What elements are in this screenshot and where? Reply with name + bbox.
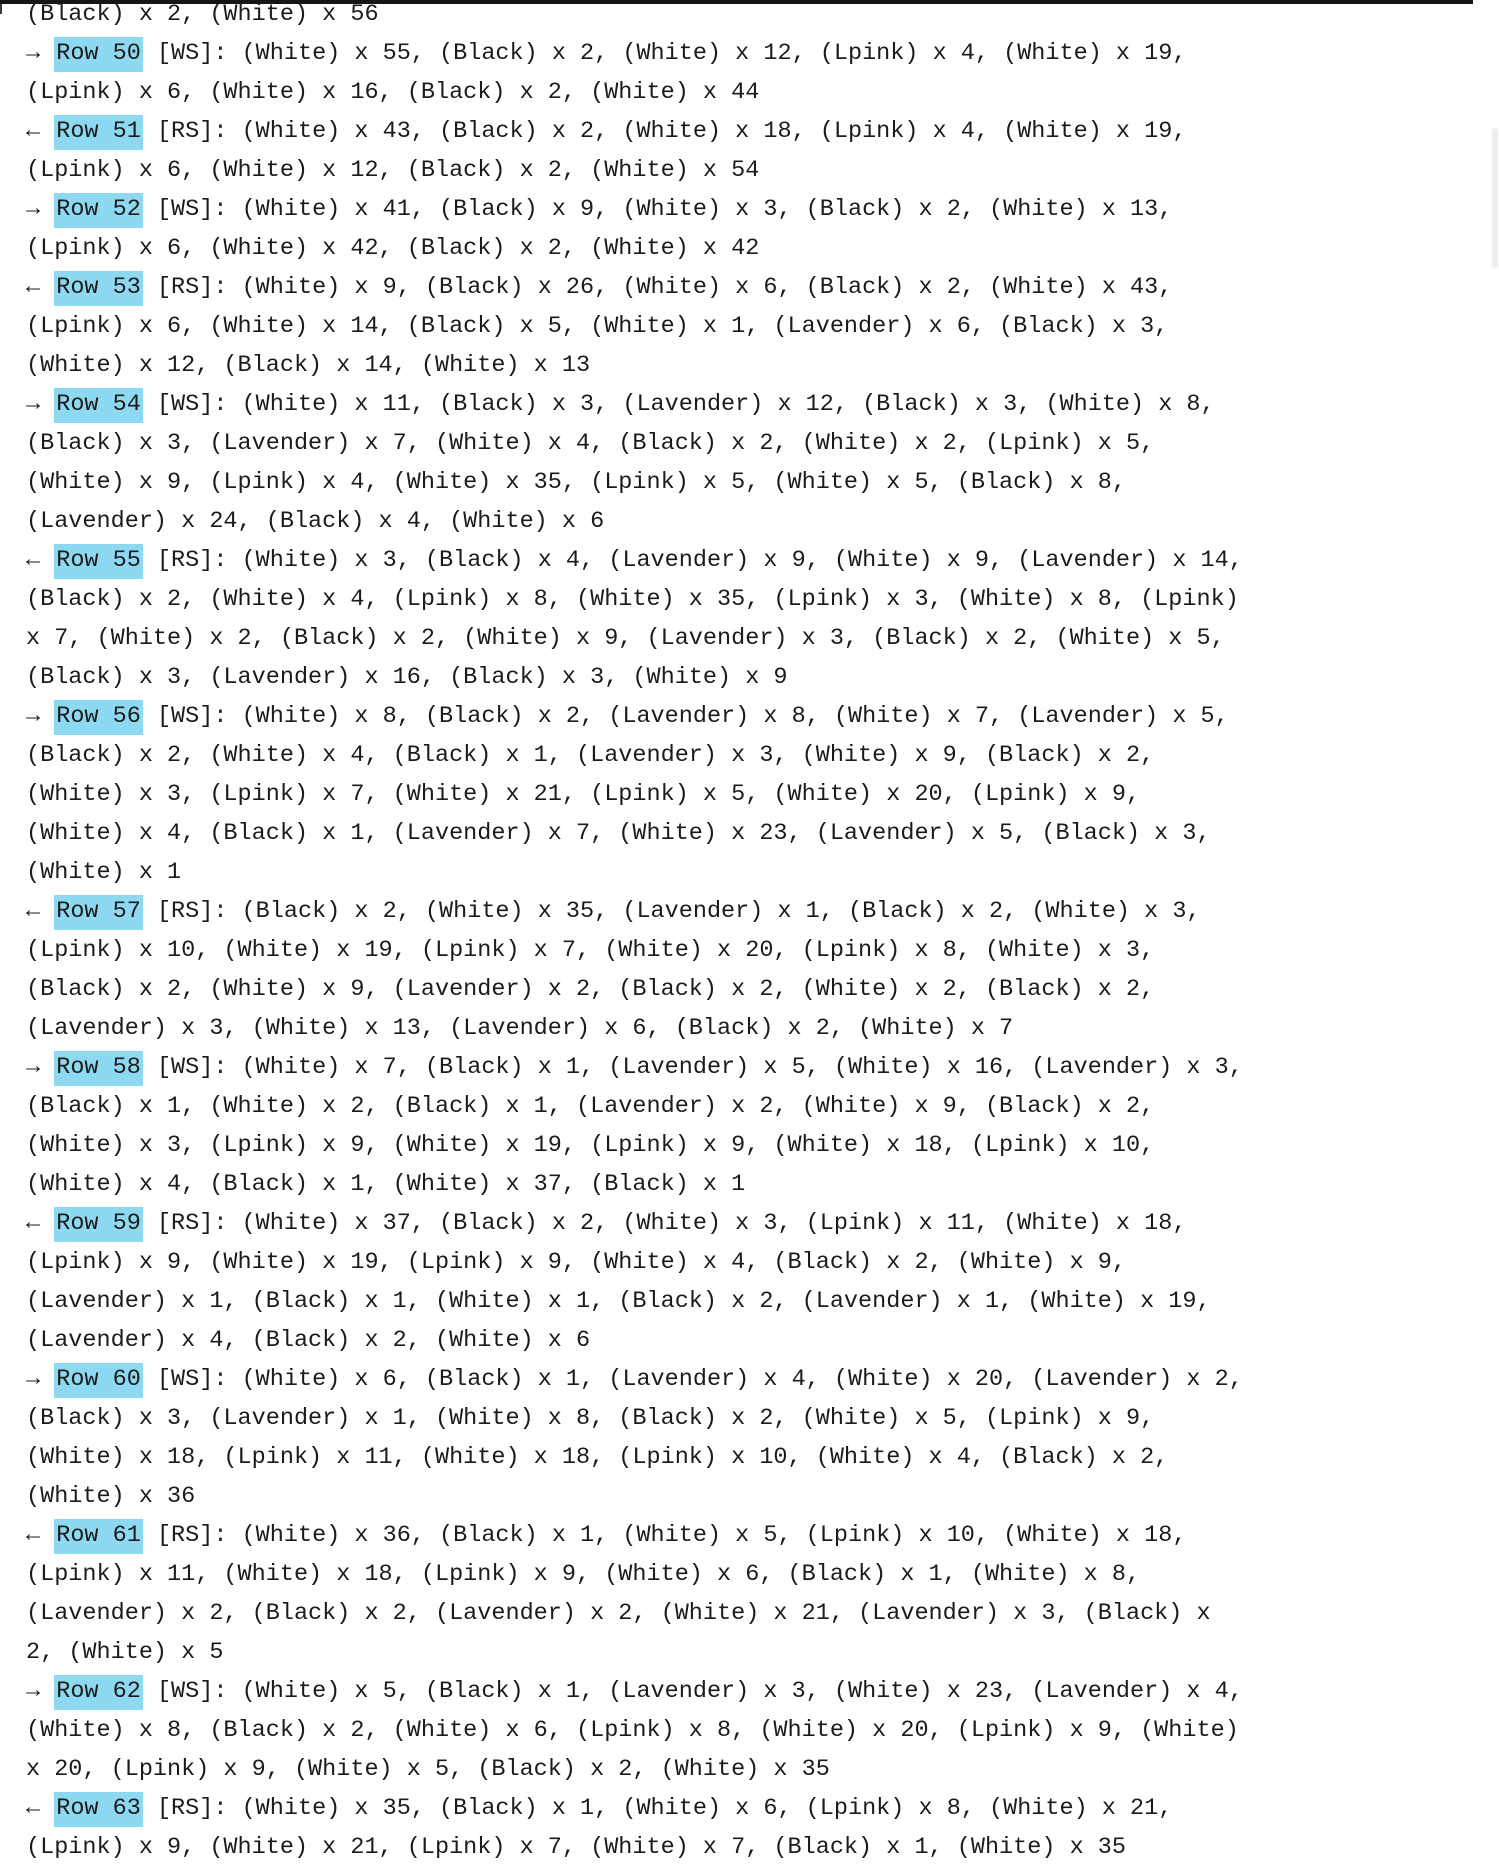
pattern-row-list: (Black) x 2, (White) x 56 → Row 50 [WS]:… [26, 1, 1248, 1867]
row-number-highlight: Row 53 [54, 271, 143, 306]
pattern-row: ← Row 57 [RS]: (Black) x 2, (White) x 35… [26, 892, 1248, 1048]
left-edge-tick [0, 4, 2, 14]
row-direction-arrow: → [26, 196, 41, 223]
row-side-tag: [RS]: [156, 547, 228, 574]
pattern-row: → Row 62 [WS]: (White) x 5, (Black) x 1,… [26, 1672, 1248, 1789]
row-number-highlight: Row 57 [54, 895, 143, 930]
row-side-tag: [WS]: [156, 1678, 228, 1705]
row-number-highlight: Row 50 [54, 37, 143, 72]
row-continuation-text: (Black) x 2, (White) x 56 [26, 1, 379, 28]
pattern-row: ← Row 53 [RS]: (White) x 9, (Black) x 26… [26, 268, 1248, 385]
row-color-runs: (White) x 9, (Black) x 26, (White) x 6, … [26, 274, 1173, 379]
row-direction-arrow: ← [26, 274, 41, 301]
row-side-tag: [WS]: [156, 196, 228, 223]
row-direction-arrow: → [26, 40, 41, 67]
row-color-runs: (White) x 5, (Black) x 1, (Lavender) x 3… [26, 1678, 1243, 1783]
row-direction-arrow: ← [26, 1210, 41, 1237]
row-direction-arrow: ← [26, 1795, 41, 1822]
row-number-highlight: Row 54 [54, 388, 143, 423]
row-number-highlight: Row 52 [54, 193, 143, 228]
row-side-tag: [WS]: [156, 1366, 228, 1393]
row-direction-arrow: → [26, 391, 41, 418]
row-color-runs: (White) x 37, (Black) x 2, (White) x 3, … [26, 1210, 1211, 1354]
row-number-highlight: Row 55 [54, 544, 143, 579]
row-direction-arrow: → [26, 703, 41, 730]
row-side-tag: [RS]: [156, 118, 228, 145]
row-number-highlight: Row 62 [54, 1675, 143, 1710]
pattern-row: ← Row 63 [RS]: (White) x 35, (Black) x 1… [26, 1789, 1248, 1867]
row-side-tag: [RS]: [156, 898, 228, 925]
row-color-runs: (White) x 36, (Black) x 1, (White) x 5, … [26, 1522, 1211, 1666]
pattern-row: → Row 60 [WS]: (White) x 6, (Black) x 1,… [26, 1360, 1248, 1516]
row-number-highlight: Row 51 [54, 115, 143, 150]
pattern-row: ← Row 55 [RS]: (White) x 3, (Black) x 4,… [26, 541, 1248, 697]
row-color-runs: (White) x 55, (Black) x 2, (White) x 12,… [26, 40, 1187, 106]
row-direction-arrow: → [26, 1678, 41, 1705]
row-direction-arrow: ← [26, 898, 41, 925]
row-number-highlight: Row 60 [54, 1363, 143, 1398]
row-color-runs: (White) x 3, (Black) x 4, (Lavender) x 9… [26, 547, 1243, 691]
scrollbar-thumb[interactable] [1492, 128, 1498, 268]
pattern-row: → Row 58 [WS]: (White) x 7, (Black) x 1,… [26, 1048, 1248, 1204]
row-number-highlight: Row 56 [54, 700, 143, 735]
row-side-tag: [RS]: [156, 1210, 228, 1237]
row-color-runs: (Black) x 2, (White) x 35, (Lavender) x … [26, 898, 1201, 1042]
row-side-tag: [WS]: [156, 40, 228, 67]
row-number-highlight: Row 59 [54, 1207, 143, 1242]
row-color-runs: (White) x 8, (Black) x 2, (Lavender) x 8… [26, 703, 1229, 886]
pattern-row: ← Row 59 [RS]: (White) x 37, (Black) x 2… [26, 1204, 1248, 1360]
row-direction-arrow: ← [26, 547, 41, 574]
row-number-highlight: Row 63 [54, 1792, 143, 1827]
pattern-row: → Row 56 [WS]: (White) x 8, (Black) x 2,… [26, 697, 1248, 892]
row-number-highlight: Row 58 [54, 1051, 143, 1086]
row-direction-arrow: ← [26, 118, 41, 145]
pattern-row: → Row 50 [WS]: (White) x 55, (Black) x 2… [26, 34, 1248, 112]
row-color-runs: (White) x 7, (Black) x 1, (Lavender) x 5… [26, 1054, 1243, 1198]
row-color-runs: (White) x 6, (Black) x 1, (Lavender) x 4… [26, 1366, 1243, 1510]
top-divider-rule [0, 0, 1473, 4]
pattern-row: → Row 52 [WS]: (White) x 41, (Black) x 9… [26, 190, 1248, 268]
pattern-row: → Row 54 [WS]: (White) x 11, (Black) x 3… [26, 385, 1248, 541]
row-side-tag: [RS]: [156, 274, 228, 301]
row-side-tag: [WS]: [156, 703, 228, 730]
row-side-tag: [WS]: [156, 1054, 228, 1081]
row-color-runs: (White) x 11, (Black) x 3, (Lavender) x … [26, 391, 1215, 535]
row-side-tag: [WS]: [156, 391, 228, 418]
row-side-tag: [RS]: [156, 1795, 228, 1822]
row-number-highlight: Row 61 [54, 1519, 143, 1554]
pattern-row: ← Row 61 [RS]: (White) x 36, (Black) x 1… [26, 1516, 1248, 1672]
row-color-runs: (White) x 43, (Black) x 2, (White) x 18,… [26, 118, 1187, 184]
row-direction-arrow: ← [26, 1522, 41, 1549]
row-side-tag: [RS]: [156, 1522, 228, 1549]
row-color-runs: (White) x 41, (Black) x 9, (White) x 3, … [26, 196, 1173, 262]
pattern-row: ← Row 51 [RS]: (White) x 43, (Black) x 2… [26, 112, 1248, 190]
row-direction-arrow: → [26, 1366, 41, 1393]
row-direction-arrow: → [26, 1054, 41, 1081]
